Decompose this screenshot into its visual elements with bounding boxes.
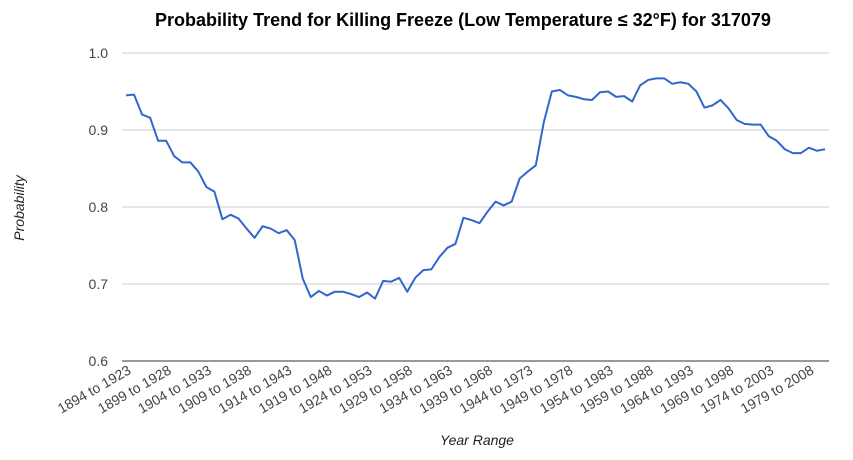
chart-title: Probability Trend for Killing Freeze (Lo… [155, 10, 771, 30]
y-tick-label: 0.7 [89, 276, 109, 292]
y-axis-title: Probability [11, 174, 27, 240]
y-tick-label: 1.0 [89, 45, 109, 61]
y-axis-ticks: 0.6 0.7 0.8 0.9 1.0 [89, 45, 109, 369]
series-layer [125, 77, 826, 300]
y-tick-label: 0.8 [89, 199, 109, 215]
y-tick-label: 0.9 [89, 122, 109, 138]
series-line [125, 77, 826, 300]
y-tick-label: 0.6 [89, 353, 109, 369]
gridlines [122, 52, 829, 362]
x-axis-title: Year Range [440, 432, 514, 448]
